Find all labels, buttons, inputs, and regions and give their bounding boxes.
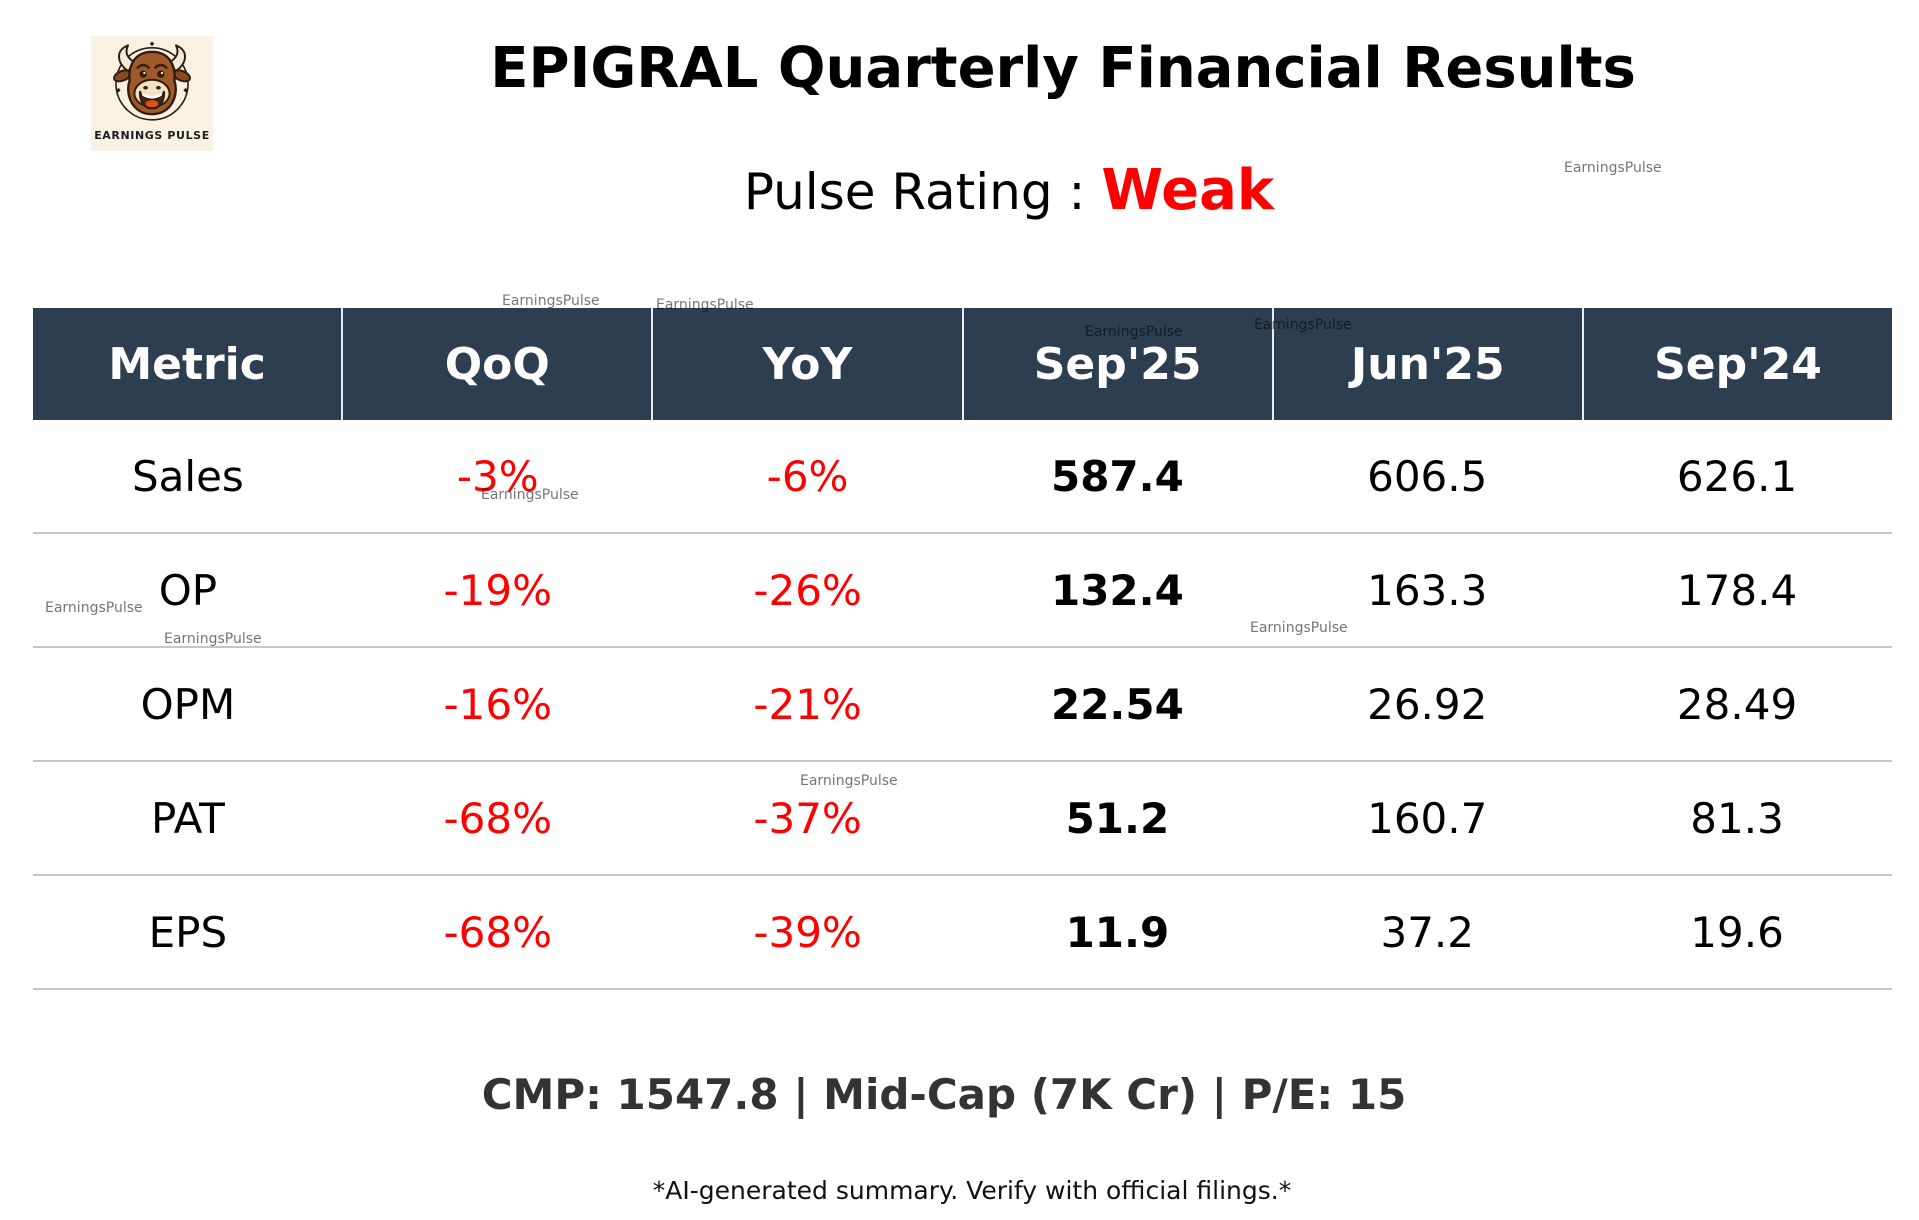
table-row-opm: OPM -16% -21% 22.54 26.92 28.49	[33, 648, 1892, 762]
valuation-summary: CMP: 1547.8 | Mid-Cap (7K Cr) | P/E: 15	[481, 1070, 1407, 1119]
cell-yoy: -39%	[753, 907, 862, 957]
cell-jun25: 37.2	[1380, 907, 1474, 957]
financials-table: Metric QoQ YoY Sep'25 Jun'25 Sep'24 Sale…	[33, 308, 1892, 990]
cell-sep24: 626.1	[1676, 451, 1798, 501]
cell-yoy: -26%	[753, 565, 862, 615]
table-row-sales: Sales -3% -6% 587.4 606.5 626.1	[33, 420, 1892, 534]
pulse-rating-value: Weak	[1101, 158, 1275, 223]
watermark: EarningsPulse	[502, 293, 600, 309]
ai-disclaimer: *AI-generated summary. Verify with offic…	[652, 1176, 1292, 1205]
column-header-qoq: QoQ	[343, 308, 654, 420]
pulse-rating-label: Pulse Rating :	[743, 163, 1086, 221]
cell-qoq: -68%	[443, 793, 552, 843]
cell-yoy: -21%	[753, 679, 862, 729]
column-header-sep25: Sep'25	[964, 308, 1274, 420]
bull-icon	[113, 41, 191, 121]
cell-jun25: 163.3	[1367, 565, 1488, 615]
cell-qoq: -3%	[456, 451, 539, 501]
cell-sep24: 19.6	[1690, 907, 1784, 957]
cell-sep24: 28.49	[1676, 679, 1798, 729]
cell-sep25: 11.9	[1065, 907, 1170, 957]
cell-jun25: 26.92	[1367, 679, 1488, 729]
cell-metric: PAT	[151, 793, 225, 843]
cell-sep24: 178.4	[1676, 565, 1798, 615]
page-title: EPIGRAL Quarterly Financial Results	[490, 36, 1636, 101]
cell-sep25: 587.4	[1050, 451, 1184, 501]
table-row-op: OP -19% -26% 132.4 163.3 178.4	[33, 534, 1892, 648]
cell-qoq: -16%	[443, 679, 552, 729]
cell-yoy: -6%	[766, 451, 849, 501]
cell-metric: Sales	[132, 451, 244, 501]
pulse-rating: Pulse Rating : Weak	[744, 158, 1274, 223]
cell-qoq: -19%	[443, 565, 552, 615]
cell-metric: OP	[158, 565, 218, 615]
cell-metric: OPM	[140, 679, 236, 729]
table-row-pat: PAT -68% -37% 51.2 160.7 81.3	[33, 762, 1892, 876]
watermark: EarningsPulse	[1564, 160, 1662, 176]
cell-yoy: -37%	[753, 793, 862, 843]
cell-qoq: -68%	[443, 907, 552, 957]
cell-jun25: 606.5	[1367, 451, 1488, 501]
logo-caption: EARNINGS PULSE	[94, 129, 210, 142]
cell-sep25: 51.2	[1065, 793, 1170, 843]
cell-jun25: 160.7	[1367, 793, 1488, 843]
column-header-metric: Metric	[33, 308, 344, 420]
table-header-row: Metric QoQ YoY Sep'25 Jun'25 Sep'24	[33, 308, 1892, 420]
column-header-jun25: Jun'25	[1274, 308, 1584, 420]
cell-sep25: 22.54	[1050, 679, 1184, 729]
column-header-yoy: YoY	[653, 308, 964, 420]
earnings-pulse-logo: EARNINGS PULSE	[91, 36, 213, 151]
cell-metric: EPS	[148, 907, 228, 957]
cell-sep25: 132.4	[1050, 565, 1184, 615]
cell-sep24: 81.3	[1690, 793, 1784, 843]
table-row-eps: EPS -68% -39% 11.9 37.2 19.6	[33, 876, 1892, 990]
column-header-sep24: Sep'24	[1654, 338, 1822, 390]
